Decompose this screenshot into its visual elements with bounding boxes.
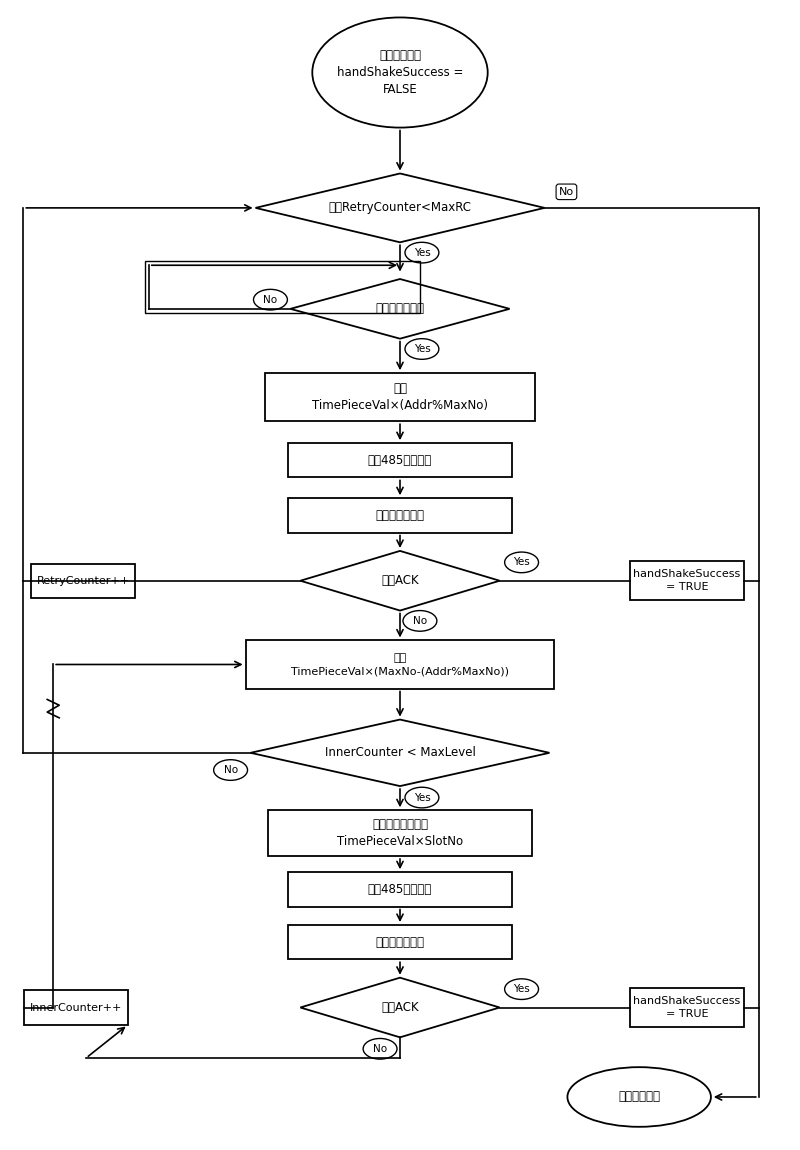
Text: InnerCounter++: InnerCounter++ (30, 1003, 122, 1012)
Text: 握手处理结束: 握手处理结束 (618, 1090, 660, 1104)
Text: Yes: Yes (414, 792, 430, 803)
Text: 握手处理开始
handShakeSuccess =
FALSE: 握手处理开始 handShakeSuccess = FALSE (337, 49, 463, 95)
Text: No: No (223, 765, 238, 775)
Ellipse shape (405, 338, 439, 359)
Bar (288, 925, 512, 959)
Ellipse shape (214, 760, 247, 781)
Bar (630, 988, 744, 1027)
Bar (268, 811, 532, 856)
Text: 等待485总线空闲: 等待485总线空闲 (368, 454, 432, 467)
Text: Yes: Yes (414, 247, 430, 258)
Text: 发送响应数据包: 发送响应数据包 (375, 508, 425, 522)
Text: 等待485总线空闲: 等待485总线空闲 (368, 883, 432, 896)
Ellipse shape (254, 290, 287, 310)
Bar (24, 990, 129, 1025)
Ellipse shape (505, 552, 538, 573)
Bar (246, 641, 554, 689)
Text: 接收到超级命令: 接收到超级命令 (375, 302, 425, 315)
Ellipse shape (363, 1038, 397, 1059)
Polygon shape (290, 279, 510, 338)
Text: No: No (413, 616, 427, 626)
Bar (266, 373, 534, 421)
Bar (288, 443, 512, 477)
Text: No: No (373, 1044, 387, 1053)
Text: RetryCounter++: RetryCounter++ (37, 576, 130, 585)
Bar (288, 498, 512, 532)
Ellipse shape (405, 788, 439, 808)
Ellipse shape (567, 1067, 711, 1127)
Text: No: No (559, 186, 574, 197)
Text: 延时
TimePieceVal×(Addr%MaxNo): 延时 TimePieceVal×(Addr%MaxNo) (312, 382, 488, 412)
Text: 收到ACK: 收到ACK (381, 1000, 419, 1014)
Ellipse shape (405, 243, 439, 263)
Ellipse shape (312, 17, 488, 128)
Text: Yes: Yes (514, 558, 530, 567)
Text: 截断指数算法延时
TimePieceVal×SlotNo: 截断指数算法延时 TimePieceVal×SlotNo (337, 818, 463, 849)
Text: handShakeSuccess
= TRUE: handShakeSuccess = TRUE (634, 996, 741, 1019)
Polygon shape (300, 978, 500, 1037)
Bar (630, 561, 744, 600)
Polygon shape (250, 720, 550, 787)
Bar (145, 261, 420, 314)
Text: No: No (263, 294, 278, 305)
Text: 发送响应数据包: 发送响应数据包 (375, 936, 425, 949)
Polygon shape (300, 551, 500, 611)
Text: Yes: Yes (514, 984, 530, 994)
Polygon shape (255, 174, 545, 243)
Ellipse shape (403, 611, 437, 631)
Bar (30, 564, 135, 598)
Text: handShakeSuccess
= TRUE: handShakeSuccess = TRUE (634, 569, 741, 592)
Text: InnerCounter < MaxLevel: InnerCounter < MaxLevel (325, 746, 475, 759)
Bar (288, 872, 512, 906)
Text: 延时
TimePieceVal×(MaxNo-(Addr%MaxNo)): 延时 TimePieceVal×(MaxNo-(Addr%MaxNo)) (291, 653, 509, 676)
Text: 握手RetryCounter<MaxRC: 握手RetryCounter<MaxRC (329, 201, 471, 214)
Text: 收到ACK: 收到ACK (381, 574, 419, 588)
Text: Yes: Yes (414, 344, 430, 354)
Ellipse shape (505, 979, 538, 999)
